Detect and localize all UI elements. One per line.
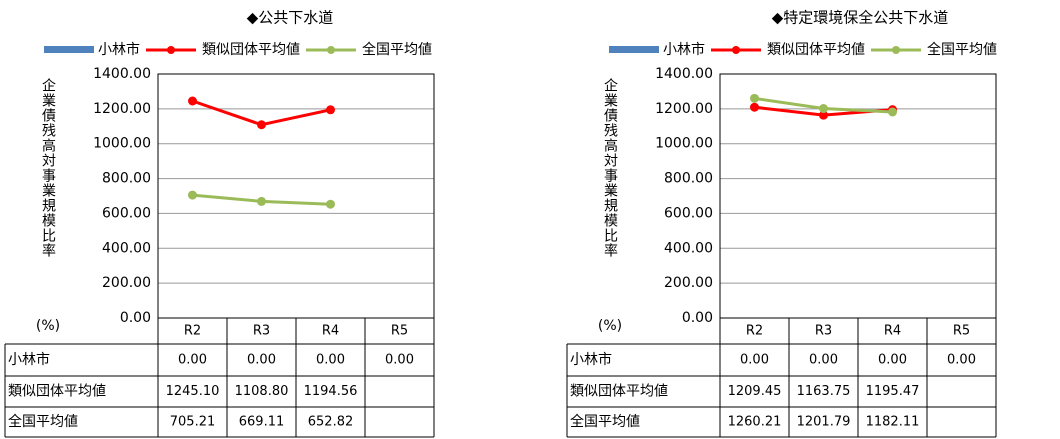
y-axis-unit: (%) — [36, 318, 60, 334]
y-tick-label: 800.00 — [102, 171, 151, 187]
series-marker — [819, 104, 828, 114]
x-tick-label: R2 — [184, 324, 201, 339]
y-tick-label: 800.00 — [664, 171, 713, 187]
y-tick-label: 1200.00 — [655, 101, 713, 117]
series-marker — [257, 120, 266, 130]
table-cell: 705.21 — [170, 415, 216, 430]
y-tick-label: 1200.00 — [93, 101, 151, 117]
y-tick-label: 0.00 — [120, 310, 151, 326]
y-tick-label: 0.00 — [682, 310, 713, 326]
x-tick-label: R3 — [815, 324, 832, 339]
legend-marker — [327, 46, 335, 54]
table-cell: 0.00 — [878, 353, 907, 368]
y-axis-label: 企業債残高対事業規模比率 — [602, 77, 618, 258]
table-row-label: 全国平均値 — [570, 413, 640, 430]
table-cell: 1260.21 — [728, 415, 782, 430]
chart-title: ◆特定環境保全公共下水道 — [772, 9, 949, 27]
table-cell: 1245.10 — [166, 384, 220, 399]
y-tick-label: 200.00 — [664, 275, 713, 291]
table-cell: 0.00 — [247, 353, 276, 368]
legend-marker — [732, 46, 740, 54]
table-row-label: 小林市 — [570, 351, 612, 368]
legend-label: 類似団体平均値 — [767, 42, 865, 58]
series-marker — [888, 107, 897, 117]
y-tick-label: 200.00 — [102, 275, 151, 291]
series-marker — [188, 96, 197, 106]
y-tick-label: 1000.00 — [93, 136, 151, 152]
table-row-label: 類似団体平均値 — [8, 384, 106, 400]
table-row-label: 小林市 — [8, 351, 50, 368]
legend-swatch — [609, 46, 659, 53]
series-marker — [326, 199, 335, 209]
table-cell: 0.00 — [316, 353, 345, 368]
x-tick-label: R2 — [746, 324, 763, 339]
table-cell: 0.00 — [809, 353, 838, 368]
y-tick-label: 1400.00 — [655, 66, 713, 82]
y-tick-label: 600.00 — [664, 205, 713, 221]
table-cell: 1194.56 — [304, 384, 358, 399]
y-tick-label: 1400.00 — [93, 66, 151, 82]
table-cell: 0.00 — [385, 353, 414, 368]
x-tick-label: R5 — [953, 324, 970, 339]
x-tick-label: R3 — [253, 324, 270, 339]
y-tick-label: 400.00 — [664, 240, 713, 256]
legend-label: 小林市 — [663, 41, 705, 58]
table-cell: 1209.45 — [728, 384, 782, 399]
y-tick-label: 1000.00 — [655, 136, 713, 152]
y-tick-label: 400.00 — [102, 240, 151, 256]
x-tick-label: R4 — [322, 324, 339, 339]
chart-title: ◆公共下水道 — [247, 9, 334, 27]
series-marker — [750, 102, 759, 112]
table-cell: 1108.80 — [235, 384, 289, 399]
table-row-label: 全国平均値 — [8, 413, 78, 430]
table-cell: 669.11 — [239, 415, 285, 430]
y-tick-label: 600.00 — [102, 205, 151, 221]
legend-label: 全国平均値 — [362, 41, 432, 58]
legend-marker — [167, 46, 175, 54]
series-marker — [819, 110, 828, 120]
table-cell: 0.00 — [740, 353, 769, 368]
legend-label: 類似団体平均値 — [202, 42, 300, 58]
legend-marker — [892, 46, 900, 54]
legend-label: 小林市 — [98, 41, 140, 58]
table-cell: 1195.47 — [866, 384, 920, 399]
series-marker — [326, 105, 335, 115]
legend-swatch — [44, 46, 94, 53]
legend-label: 全国平均値 — [927, 41, 997, 58]
y-axis-label: 企業債残高対事業規模比率 — [40, 77, 56, 258]
table-cell: 1163.75 — [797, 384, 851, 399]
table-cell: 0.00 — [178, 353, 207, 368]
y-axis-unit: (%) — [598, 318, 622, 334]
x-tick-label: R4 — [884, 324, 901, 339]
table-cell: 0.00 — [947, 353, 976, 368]
table-cell: 1182.11 — [866, 415, 920, 430]
series-marker — [750, 93, 759, 103]
series-marker — [188, 190, 197, 200]
table-cell: 652.82 — [308, 415, 354, 430]
series-marker — [257, 196, 266, 206]
table-cell: 1201.79 — [797, 415, 851, 430]
x-tick-label: R5 — [391, 324, 408, 339]
table-row-label: 類似団体平均値 — [570, 384, 668, 400]
